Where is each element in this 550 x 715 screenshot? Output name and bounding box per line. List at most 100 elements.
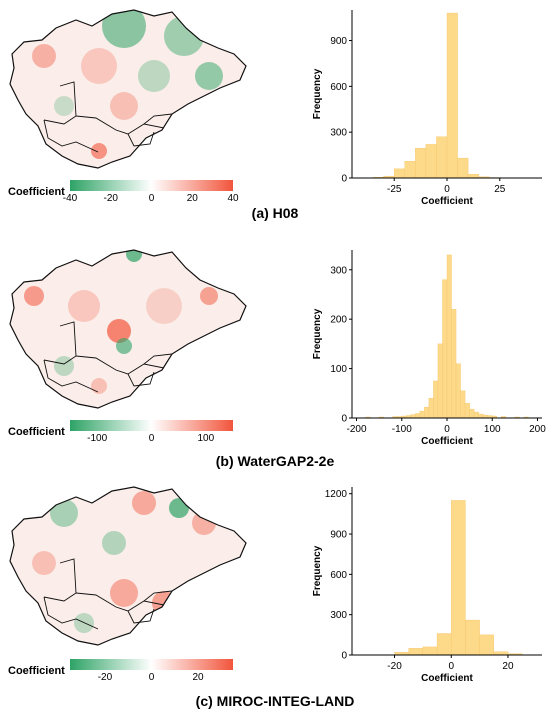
map-anomaly [54, 96, 74, 116]
histogram-bar [408, 648, 424, 656]
map-anomaly [110, 579, 138, 607]
x-axis-label: Coefficient [421, 436, 473, 447]
y-tick-label: 900 [330, 530, 347, 541]
map-border [127, 131, 155, 147]
map-b [9, 249, 247, 409]
map-anomaly [164, 16, 204, 56]
colorbar-label-c: Coefficient [8, 665, 65, 677]
histogram-bar [404, 160, 416, 179]
map-anomaly [91, 378, 107, 394]
map-anomaly [116, 338, 132, 354]
y-tick-label: 0 [341, 651, 347, 662]
x-tick-label: -25 [387, 184, 402, 195]
histogram-bar [428, 398, 434, 419]
histogram-bar [433, 380, 439, 419]
y-axis-label: Frequency [312, 68, 323, 119]
x-tick-label: -200 [347, 424, 367, 435]
x-tick-label: -100 [392, 424, 412, 435]
histogram-bar [464, 402, 470, 419]
histogram-bar [451, 500, 466, 656]
caption-a: (a) H08 [251, 205, 299, 221]
histogram-bar [457, 157, 469, 179]
map-outline [9, 249, 247, 409]
map-anomaly [102, 531, 126, 555]
y-tick-label: 0 [341, 174, 347, 185]
histogram-b: 0 100 200 300 -200 -100 0 100 200 Coefficient Freq… [312, 250, 546, 447]
histogram-bar [451, 309, 457, 419]
y-tick-label: 200 [330, 315, 347, 326]
panel-c: 0 300 600 900 1200 -20 0 20 Coefficient Frequency… [0, 477, 550, 715]
map-anomaly [24, 286, 44, 306]
y-axis-label: Frequency [312, 545, 323, 596]
map-anomaly [200, 287, 218, 305]
colorbar-tick: 0 [148, 672, 155, 683]
y-tick-label: 600 [330, 570, 347, 581]
y-tick-label: 300 [330, 265, 347, 276]
y-tick-label: 1200 [325, 489, 348, 500]
y-tick-label: 0 [341, 414, 347, 425]
colorbar-tick: -40 [62, 193, 78, 204]
histogram-bar [469, 408, 475, 419]
map-outline [9, 486, 247, 646]
x-tick-label: 0 [444, 184, 450, 195]
y-tick-label: 900 [330, 36, 347, 47]
map-anomaly [91, 143, 107, 159]
histogram-bar [446, 254, 452, 419]
colorbar-tick: -20 [103, 193, 118, 204]
map-anomaly [132, 491, 156, 515]
map-anomaly [32, 44, 56, 68]
x-tick-label: 20 [502, 661, 514, 672]
map-anomaly [195, 62, 223, 90]
colorbar-ticks-a: -40 -20 0 20 40 [63, 193, 239, 207]
histogram-bar [394, 168, 405, 179]
map-anomaly [110, 92, 138, 120]
map-border [127, 608, 155, 624]
histogram-bar [415, 148, 427, 179]
colorbar-tick: 40 [227, 193, 239, 204]
colorbar-label-a: Coefficient [8, 186, 65, 198]
map-anomaly [169, 498, 189, 518]
panel-b: 0 100 200 300 -200 -100 0 100 200 Coefficient Freq… [0, 240, 550, 478]
colorbar-tick: 20 [192, 672, 204, 683]
histogram-bar [460, 390, 466, 419]
y-tick-label: 600 [330, 82, 347, 93]
caption-b: (b) WaterGAP2-2e [215, 453, 335, 469]
colorbar-ticks-b: -100 0 100 [70, 433, 233, 447]
map-anomaly [146, 288, 182, 324]
map-anomaly [68, 290, 100, 322]
histogram-bar [479, 634, 494, 656]
map-border [75, 115, 165, 135]
colorbar-label-b: Coefficient [8, 426, 65, 438]
histogram-bar [446, 12, 458, 179]
map-border [127, 371, 155, 387]
map-border [143, 113, 173, 125]
map-border [75, 592, 165, 612]
map-border [143, 353, 173, 365]
map-border [143, 590, 173, 602]
map-anomaly [126, 250, 142, 262]
map-a [9, 9, 247, 169]
x-tick-label: 200 [529, 424, 546, 435]
y-tick-label: 300 [330, 128, 347, 139]
map-border [75, 355, 165, 375]
colorbar-tick: 0 [148, 433, 155, 444]
map-anomaly [50, 499, 78, 527]
histogram-bar [419, 410, 425, 419]
colorbar-tick: -100 [87, 433, 108, 444]
histogram-bar [422, 646, 438, 656]
map-border [43, 596, 99, 630]
map-anomaly [102, 10, 146, 48]
colorbar-ticks-c: -20 0 20 [70, 672, 233, 686]
histogram-bar [478, 413, 484, 419]
map-anomaly [138, 60, 170, 92]
map-anomaly [107, 319, 131, 343]
y-tick-label: 300 [330, 610, 347, 621]
map-outline [9, 9, 247, 169]
x-tick-label: -20 [387, 661, 402, 672]
histogram-c: 0 300 600 900 1200 -20 0 20 Coefficient Frequency [312, 487, 542, 684]
colorbar-tick: 20 [186, 193, 198, 204]
x-tick-label: 0 [448, 661, 454, 672]
map-border [43, 119, 99, 153]
x-tick-label: 0 [444, 424, 450, 435]
x-axis-label: Coefficient [421, 196, 473, 207]
